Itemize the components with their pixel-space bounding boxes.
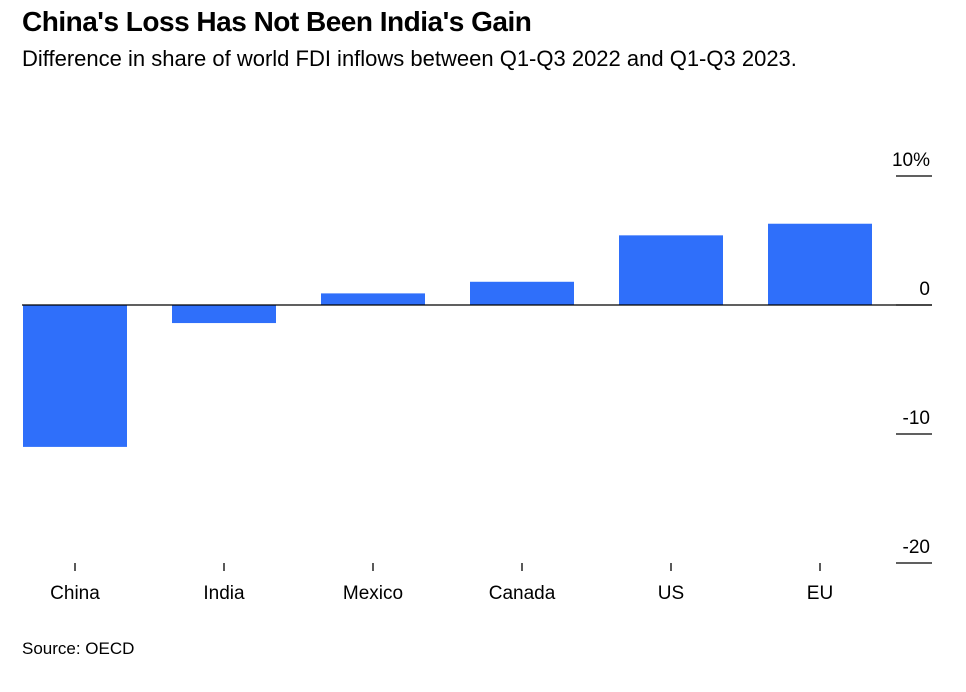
x-tick-label: India bbox=[203, 583, 245, 604]
x-tick-label: EU bbox=[807, 583, 833, 604]
bar-us bbox=[619, 235, 723, 305]
y-tick-label: 10% bbox=[892, 150, 930, 171]
y-tick-label: 0 bbox=[919, 279, 930, 300]
chart-subtitle: Difference in share of world FDI inflows… bbox=[22, 46, 797, 71]
chart-title: China's Loss Has Not Been India's Gain bbox=[22, 6, 532, 37]
bar-canada bbox=[470, 281, 574, 305]
bar-mexico bbox=[321, 293, 425, 305]
bar-india bbox=[172, 305, 276, 324]
y-tick-label: -10 bbox=[903, 408, 930, 429]
source-note: Source: OECD bbox=[22, 639, 135, 658]
x-tick-label: US bbox=[658, 583, 684, 604]
y-tick-label: -20 bbox=[903, 537, 930, 558]
x-tick-label: China bbox=[50, 583, 100, 604]
x-tick-label: Canada bbox=[489, 583, 556, 604]
bar-china bbox=[23, 305, 127, 447]
bar-eu bbox=[768, 223, 872, 305]
x-tick-label: Mexico bbox=[343, 583, 403, 604]
